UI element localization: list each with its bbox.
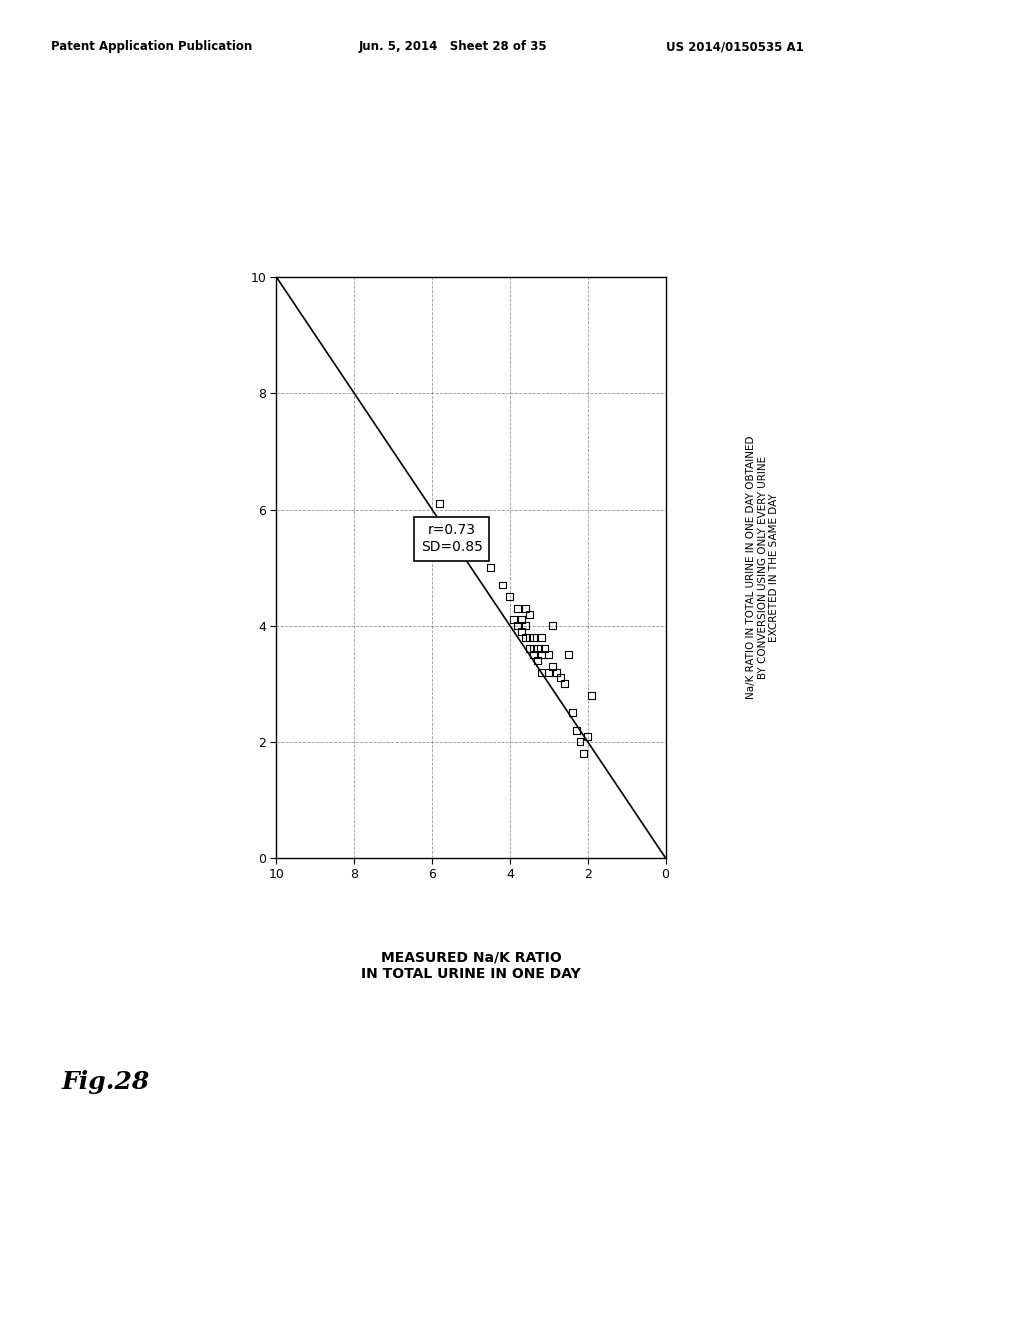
Text: r=0.73
SD=0.85: r=0.73 SD=0.85	[421, 524, 482, 553]
Point	[494, 574, 510, 595]
Point	[525, 644, 542, 665]
Point	[541, 644, 557, 665]
Point	[525, 639, 542, 660]
Point	[432, 494, 449, 515]
Point	[532, 644, 549, 665]
Text: Jun. 5, 2014   Sheet 28 of 35: Jun. 5, 2014 Sheet 28 of 35	[358, 40, 547, 53]
Point	[556, 673, 572, 694]
Point	[584, 685, 600, 706]
Point	[564, 702, 581, 723]
Point	[529, 639, 546, 660]
Point	[537, 639, 553, 660]
Point	[455, 511, 471, 532]
Point	[532, 661, 549, 682]
Point	[521, 627, 538, 648]
Point	[552, 668, 568, 689]
Point	[541, 661, 557, 682]
Point	[571, 731, 588, 752]
Point	[502, 586, 518, 607]
Text: MEASURED Na/K RATIO
IN TOTAL URINE IN ONE DAY: MEASURED Na/K RATIO IN TOTAL URINE IN ON…	[361, 950, 581, 981]
Point	[580, 726, 596, 747]
Point	[545, 615, 561, 636]
Point	[568, 719, 585, 741]
Point	[517, 615, 534, 636]
Point	[513, 610, 529, 631]
Point	[545, 656, 561, 677]
Text: US 2014/0150535 A1: US 2014/0150535 A1	[666, 40, 804, 53]
Point	[549, 661, 565, 682]
Point	[506, 610, 522, 631]
Point	[510, 615, 526, 636]
Point	[517, 627, 534, 648]
Point	[575, 743, 592, 764]
Text: Fig.28: Fig.28	[61, 1071, 150, 1094]
Point	[532, 627, 549, 648]
Point	[471, 523, 487, 544]
Point	[521, 639, 538, 660]
Point	[560, 644, 577, 665]
Point	[517, 598, 534, 619]
Point	[510, 598, 526, 619]
Text: Na/K RATIO IN TOTAL URINE IN ONE DAY OBTAINED
BY CONVERSION USING ONLY EVERY URI: Na/K RATIO IN TOTAL URINE IN ONE DAY OBT…	[746, 436, 779, 700]
Point	[521, 603, 538, 624]
Point	[525, 627, 542, 648]
Text: Patent Application Publication: Patent Application Publication	[51, 40, 253, 53]
Point	[513, 620, 529, 642]
Point	[482, 557, 499, 578]
Point	[529, 649, 546, 671]
